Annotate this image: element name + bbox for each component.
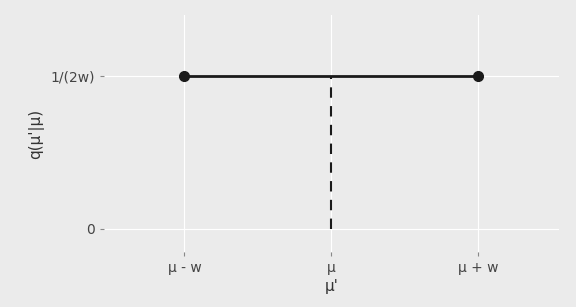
X-axis label: μ': μ'	[324, 279, 338, 294]
Y-axis label: q(μ'|μ): q(μ'|μ)	[29, 108, 44, 159]
